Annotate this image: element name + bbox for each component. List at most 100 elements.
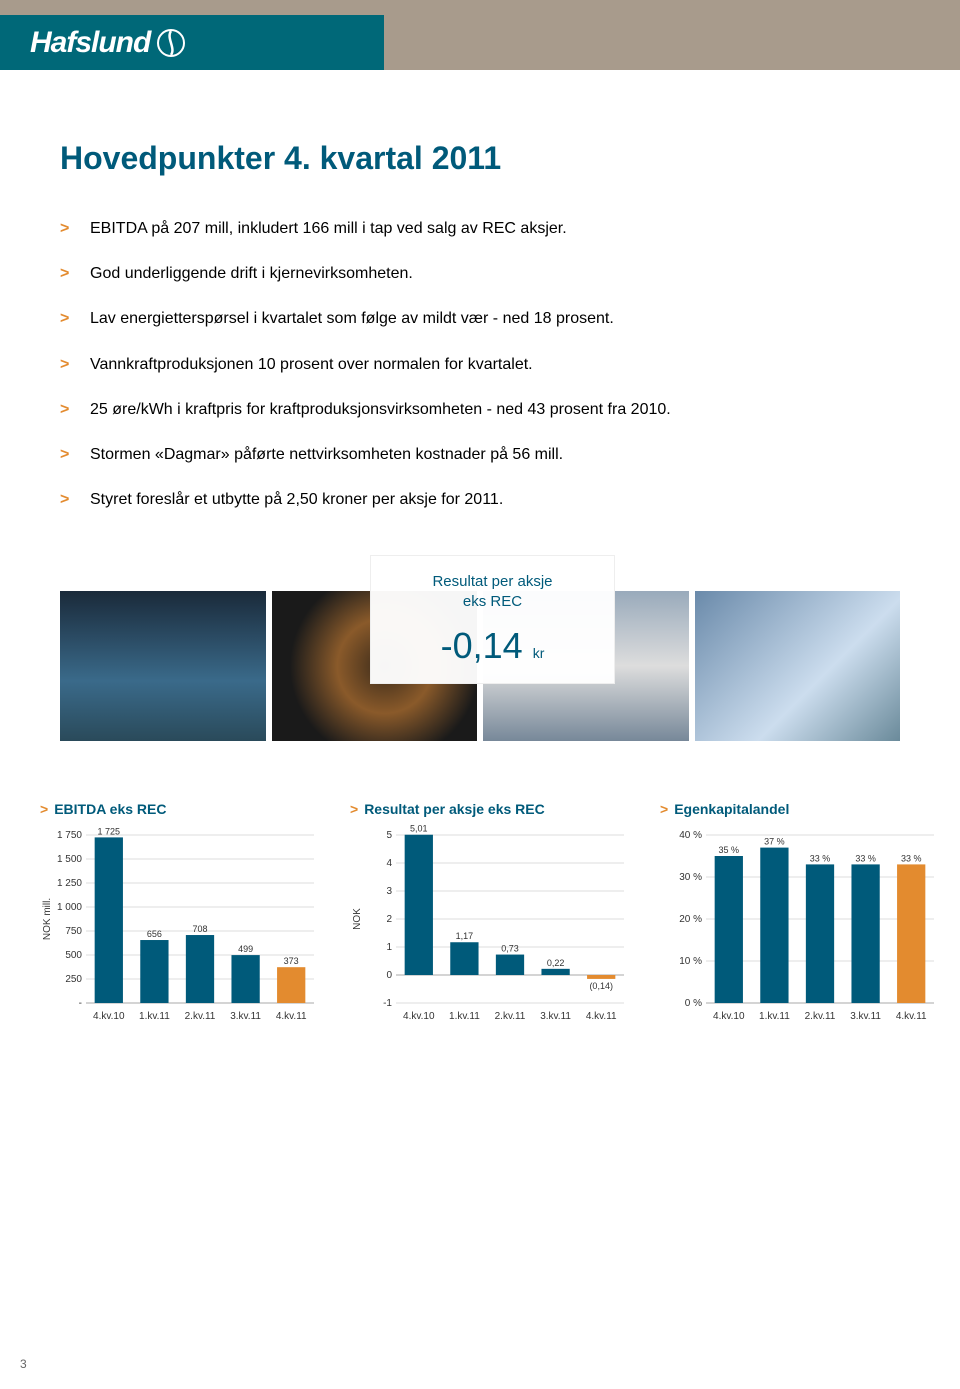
svg-text:1 725: 1 725 <box>98 827 121 837</box>
svg-text:250: 250 <box>65 974 82 985</box>
kpi-value-wrap: -0,14 kr <box>371 625 614 667</box>
bullet-marker: > <box>60 307 90 330</box>
bullet-text: Lav energietterspørsel i kvartalet som f… <box>90 307 614 330</box>
svg-text:1,17: 1,17 <box>456 932 474 942</box>
svg-text:1 500: 1 500 <box>57 854 82 865</box>
svg-text:5: 5 <box>386 830 392 841</box>
svg-text:1: 1 <box>386 942 392 953</box>
svg-text:0: 0 <box>386 970 392 981</box>
svg-text:0,22: 0,22 <box>547 958 565 968</box>
svg-text:10 %: 10 % <box>679 956 702 967</box>
bullet-item: >God underliggende drift i kjernevirksom… <box>60 262 900 285</box>
chart-equity: >Egenkapitalandel 0 %10 %20 %30 %40 %35 … <box>660 801 940 1025</box>
image-hydropower <box>695 591 901 741</box>
kpi-card: Resultat per aksje eks REC -0,14 kr <box>370 555 615 684</box>
svg-text:2.kv.11: 2.kv.11 <box>185 1011 216 1022</box>
svg-text:NOK mill.: NOK mill. <box>42 898 53 940</box>
svg-text:20 %: 20 % <box>679 914 702 925</box>
svg-text:3: 3 <box>386 886 392 897</box>
bullet-marker: > <box>60 217 90 240</box>
svg-text:1.kv.11: 1.kv.11 <box>759 1011 790 1022</box>
image-cityscape <box>60 591 266 741</box>
bullet-item: >Stormen «Dagmar» påførte nettvirksomhet… <box>60 443 900 466</box>
chart-eps: >Resultat per aksje eks REC NOK-10123455… <box>350 801 630 1025</box>
svg-text:2: 2 <box>386 914 392 925</box>
svg-text:4.kv.10: 4.kv.10 <box>713 1011 745 1022</box>
svg-text:33 %: 33 % <box>810 854 831 864</box>
svg-text:-: - <box>79 998 82 1009</box>
svg-text:0 %: 0 % <box>685 998 702 1009</box>
svg-text:4.kv.11: 4.kv.11 <box>896 1011 927 1022</box>
svg-text:33 %: 33 % <box>901 854 922 864</box>
bullet-item: >Lav energietterspørsel i kvartalet som … <box>60 307 900 330</box>
svg-text:708: 708 <box>192 924 207 934</box>
svg-text:3.kv.11: 3.kv.11 <box>850 1011 881 1022</box>
svg-text:656: 656 <box>147 929 162 939</box>
bullet-list: >EBITDA på 207 mill, inkludert 166 mill … <box>60 217 900 511</box>
svg-text:(0,14): (0,14) <box>589 981 613 991</box>
header-bar: Hafslund <box>0 0 960 70</box>
bullet-item: >Vannkraftproduksjonen 10 prosent over n… <box>60 353 900 376</box>
kpi-label-line2: eks REC <box>371 592 614 612</box>
svg-text:3.kv.11: 3.kv.11 <box>540 1011 571 1022</box>
svg-text:3.kv.11: 3.kv.11 <box>230 1011 261 1022</box>
bullet-marker: > <box>60 262 90 285</box>
bullet-item: >25 øre/kWh i kraftpris for kraftproduks… <box>60 398 900 421</box>
chart-ebitda-svg: NOK mill.-2505007501 0001 2501 5001 7501… <box>40 825 320 1025</box>
svg-text:33 %: 33 % <box>855 854 876 864</box>
svg-text:37 %: 37 % <box>764 837 785 847</box>
chart-equity-area: 0 %10 %20 %30 %40 %35 %4.kv.1037 %1.kv.1… <box>660 825 940 1025</box>
svg-text:500: 500 <box>65 950 82 961</box>
svg-text:1 750: 1 750 <box>57 830 82 841</box>
chart-equity-svg: 0 %10 %20 %30 %40 %35 %4.kv.1037 %1.kv.1… <box>660 825 940 1025</box>
logo-icon <box>156 28 186 58</box>
page-number: 3 <box>20 1357 27 1371</box>
bullet-text: EBITDA på 207 mill, inkludert 166 mill i… <box>90 217 567 240</box>
svg-text:1.kv.11: 1.kv.11 <box>139 1011 170 1022</box>
svg-text:NOK: NOK <box>352 908 363 930</box>
chart-title-text: Egenkapitalandel <box>674 801 789 817</box>
chart-title-equity: >Egenkapitalandel <box>660 801 940 817</box>
svg-text:4.kv.11: 4.kv.11 <box>276 1011 307 1022</box>
svg-text:2.kv.11: 2.kv.11 <box>805 1011 836 1022</box>
svg-text:1 250: 1 250 <box>57 878 82 889</box>
svg-text:4.kv.11: 4.kv.11 <box>586 1011 617 1022</box>
svg-text:0,73: 0,73 <box>501 944 519 954</box>
bullet-item: >EBITDA på 207 mill, inkludert 166 mill … <box>60 217 900 240</box>
bullet-marker: > <box>60 443 90 466</box>
bullet-text: Styret foreslår et utbytte på 2,50 krone… <box>90 488 503 511</box>
svg-text:373: 373 <box>284 957 299 967</box>
svg-text:4: 4 <box>386 858 392 869</box>
header-brand-band: Hafslund <box>0 15 384 70</box>
bullet-marker: > <box>60 353 90 376</box>
chart-ebitda: >EBITDA eks REC NOK mill.-2505007501 000… <box>40 801 320 1025</box>
kpi-label-line1: Resultat per aksje <box>371 572 614 592</box>
svg-text:-1: -1 <box>383 998 392 1009</box>
page-content: Hovedpunkter 4. kvartal 2011 >EBITDA på … <box>0 70 960 741</box>
bullet-marker: > <box>60 398 90 421</box>
svg-text:750: 750 <box>65 926 82 937</box>
kpi-value: -0,14 <box>441 625 523 666</box>
svg-text:4.kv.10: 4.kv.10 <box>403 1011 435 1022</box>
bullet-marker: > <box>60 488 90 511</box>
chart-title-ebitda: >EBITDA eks REC <box>40 801 320 817</box>
charts-row: >EBITDA eks REC NOK mill.-2505007501 000… <box>0 801 960 1025</box>
bullet-text: 25 øre/kWh i kraftpris for kraftproduksj… <box>90 398 671 421</box>
logo: Hafslund <box>30 26 186 60</box>
svg-text:4.kv.10: 4.kv.10 <box>93 1011 125 1022</box>
bullet-item: >Styret foreslår et utbytte på 2,50 kron… <box>60 488 900 511</box>
page-title: Hovedpunkter 4. kvartal 2011 <box>60 140 900 177</box>
chart-title-text: EBITDA eks REC <box>54 801 166 817</box>
svg-text:499: 499 <box>238 944 253 954</box>
bullet-text: Vannkraftproduksjonen 10 prosent over no… <box>90 353 533 376</box>
svg-text:2.kv.11: 2.kv.11 <box>495 1011 526 1022</box>
bullet-text: Stormen «Dagmar» påførte nettvirksomhete… <box>90 443 563 466</box>
chart-title-text: Resultat per aksje eks REC <box>364 801 545 817</box>
svg-text:35 %: 35 % <box>719 845 740 855</box>
logo-text: Hafslund <box>30 26 150 60</box>
chart-eps-area: NOK-10123455,014.kv.101,171.kv.110,732.k… <box>350 825 630 1025</box>
chart-title-eps: >Resultat per aksje eks REC <box>350 801 630 817</box>
chart-eps-svg: NOK-10123455,014.kv.101,171.kv.110,732.k… <box>350 825 630 1025</box>
svg-text:40 %: 40 % <box>679 830 702 841</box>
svg-text:1.kv.11: 1.kv.11 <box>449 1011 480 1022</box>
